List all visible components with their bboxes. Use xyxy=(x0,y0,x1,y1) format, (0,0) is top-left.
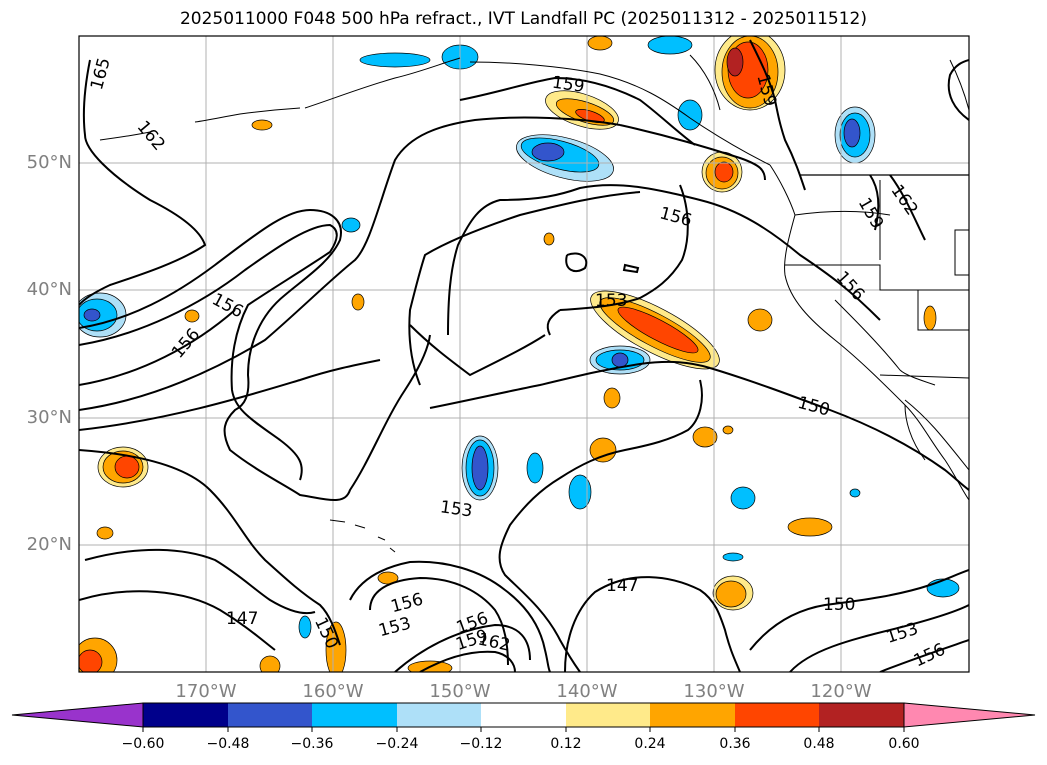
shade-blob xyxy=(298,615,312,639)
contour-label: 147 xyxy=(226,609,258,629)
shade-blob xyxy=(589,437,617,463)
shade-blob xyxy=(568,474,592,510)
shade-blob xyxy=(722,552,744,562)
shade-blob xyxy=(926,578,960,598)
shade-blob xyxy=(351,293,365,311)
shade-blob xyxy=(471,445,489,491)
shade-blob xyxy=(184,309,200,323)
lon-label: 140°W xyxy=(556,681,618,702)
contour-label: 150 xyxy=(823,595,855,615)
colorbar-tick-label: −0.24 xyxy=(375,736,419,752)
shade-blob xyxy=(714,161,734,183)
shade-blob xyxy=(543,232,555,246)
contour-label: 150 xyxy=(795,393,832,421)
contour-label: 153 xyxy=(595,291,627,311)
contour-label: 162 xyxy=(133,117,169,155)
colorbar-max-extend xyxy=(903,702,1036,728)
contour-label: 159 xyxy=(551,73,586,97)
contour-label: 165 xyxy=(87,56,115,93)
shade-blob xyxy=(359,52,431,68)
lat-label: 50°N xyxy=(26,152,72,173)
contour-label: 156 xyxy=(657,203,694,231)
shade-blob xyxy=(647,36,693,55)
shaded-field xyxy=(79,36,960,672)
colorbar-segment xyxy=(228,703,312,727)
contour-label: 153 xyxy=(377,614,414,642)
contour-label: 153 xyxy=(884,619,921,648)
lon-label: 130°W xyxy=(683,681,745,702)
colorbar-segment xyxy=(566,703,650,727)
shade-blob xyxy=(526,452,544,484)
colorbar-tick-label: 0.24 xyxy=(634,736,666,752)
lat-label: 30°N xyxy=(26,407,72,428)
shade-blob xyxy=(692,426,718,448)
shade-blob xyxy=(730,486,756,510)
shade-blob xyxy=(114,455,140,479)
contour-label: 156 xyxy=(832,268,869,306)
colorbar-segment xyxy=(819,703,904,727)
shade-blob xyxy=(531,142,565,162)
colorbar-segment xyxy=(650,703,735,727)
shade-blob xyxy=(407,660,453,672)
colorbar-tick-label: −0.60 xyxy=(121,736,165,752)
shade-blob xyxy=(611,352,629,368)
colorbar-tick-label: −0.12 xyxy=(459,736,503,752)
shade-blob xyxy=(849,488,861,498)
colorbar-min-extend xyxy=(11,702,144,728)
colorbar-tick-label: 0.36 xyxy=(719,736,751,752)
shade-blob xyxy=(341,217,361,233)
contour-label: 147 xyxy=(606,576,638,596)
shade-blob xyxy=(726,47,744,77)
colorbar-tick-label: 0.60 xyxy=(888,736,920,752)
shade-blob xyxy=(722,425,734,435)
contour-label: 159 xyxy=(854,194,888,232)
colorbar-segment xyxy=(735,703,819,727)
lon-label: 160°W xyxy=(302,681,364,702)
map-title: 2025011000 F048 500 hPa refract., IVT La… xyxy=(179,9,867,29)
colorbar-tick-label: −0.36 xyxy=(290,736,334,752)
colorbar-segment xyxy=(397,703,481,727)
contour-label: 153 xyxy=(439,497,474,521)
colorbar-segment xyxy=(143,703,228,727)
colorbar-tick-label: 0.48 xyxy=(803,736,835,752)
contour-label: 156 xyxy=(168,325,204,363)
colorbar xyxy=(11,702,1036,732)
lat-label: 40°N xyxy=(26,279,72,300)
contour-label: 156 xyxy=(911,640,949,672)
shade-blob xyxy=(747,308,773,332)
plot-frame xyxy=(78,35,970,673)
shade-blob xyxy=(259,655,281,672)
shade-blob xyxy=(617,306,699,354)
colorbar-tick-label: 0.12 xyxy=(550,736,582,752)
height-contours xyxy=(79,39,969,672)
colorbar-segment xyxy=(312,703,397,727)
lon-label: 170°W xyxy=(175,681,237,702)
shade-blob xyxy=(843,118,861,148)
shade-blob xyxy=(715,580,747,608)
map-area xyxy=(79,36,969,672)
shade-blob xyxy=(923,305,937,331)
shade-blob xyxy=(677,99,703,131)
lat-label: 20°N xyxy=(26,534,72,555)
shade-blob xyxy=(787,517,833,537)
shade-blob xyxy=(603,387,621,409)
shade-blob xyxy=(251,119,273,131)
colorbar-tick-label: −0.48 xyxy=(206,736,250,752)
shade-blob xyxy=(587,36,613,51)
lon-label: 150°W xyxy=(429,681,491,702)
shade-blob xyxy=(83,308,101,322)
colorbar-segment xyxy=(481,703,566,727)
shade-blob xyxy=(325,621,347,672)
coastlines xyxy=(99,54,969,553)
contour-label: 162 xyxy=(887,181,922,219)
lon-label: 120°W xyxy=(810,681,872,702)
shade-blob xyxy=(79,649,103,672)
shade-blob xyxy=(96,526,114,540)
colorbar-frame xyxy=(142,702,905,728)
